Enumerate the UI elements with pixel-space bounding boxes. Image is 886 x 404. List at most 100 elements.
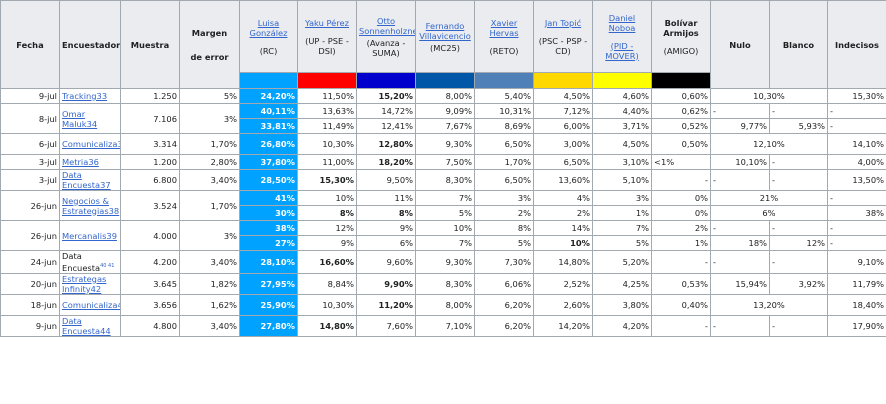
pollster-link[interactable]: Comunicaliza43	[62, 299, 120, 310]
pollster-cell: Estrategas Infinity42	[59, 272, 121, 295]
candidate-value: 0,50%	[651, 133, 711, 155]
candidate-value: 9,50%	[356, 169, 416, 191]
pollster-link[interactable]: Estrategas Infinity42	[62, 273, 107, 294]
indecisos-value: 11,79%	[827, 272, 886, 295]
candidate-value: 10,30%	[297, 293, 357, 316]
candidate-value: 3,00%	[533, 133, 593, 155]
pollster-cell: Metria36	[59, 154, 121, 170]
pollster-link[interactable]: Data Encuesta37	[62, 170, 111, 190]
table-row: 20-jun Estrategas Infinity42 3.645 1,82% 27,…	[0, 272, 886, 295]
pollster-link[interactable]: Comunicaliza35	[62, 139, 120, 149]
candidate-party: (AMIGO)	[663, 45, 699, 56]
candidate-value: 13,60%	[533, 169, 593, 191]
margin-of-error: 1,70%	[179, 133, 240, 155]
candidate-name-link[interactable]: Xavier Hervas	[489, 17, 519, 38]
margin-of-error: 1,70%	[179, 190, 240, 221]
pollster-link[interactable]: Tracking33	[62, 91, 108, 101]
table-row: 9-jun Data Encuesta44 4.800 3,40% 27,80% 14,8…	[0, 314, 886, 337]
indecisos-value: 14,10%	[827, 133, 886, 155]
candidate-value: 7,10%	[415, 314, 475, 337]
candidate-value: 11,20%	[356, 293, 416, 316]
extra-value: -	[710, 103, 770, 119]
candidate-value: 2,60%	[533, 293, 593, 316]
candidate-value: 15,20%	[356, 88, 416, 104]
extra-value: 5,93%	[769, 118, 828, 134]
extra-value: 9,77%	[710, 118, 770, 134]
margin-of-error: 3,40%	[179, 169, 240, 191]
candidate-header: Luisa González (RC)	[239, 0, 298, 73]
sample-size: 3.645	[120, 272, 180, 295]
candidate-party: (RC)	[259, 45, 278, 56]
blanco-value: -	[769, 154, 828, 170]
candidate-value: 7%	[415, 190, 475, 206]
sample-size: 4.000	[120, 220, 180, 251]
sample-size: 7.106	[120, 103, 180, 134]
candidate-value: 2%	[651, 220, 711, 236]
candidate-value: 5%	[592, 235, 652, 251]
candidate-value: 9,30%	[415, 250, 475, 274]
candidate-value: 14,72%	[356, 103, 416, 119]
party-color-swatch	[239, 72, 298, 89]
citation-link[interactable]: 40 41	[100, 263, 115, 269]
header-blanco: Blanco	[769, 0, 828, 89]
candidate-name-link[interactable]: Jan Topić	[544, 17, 582, 28]
blanco-value: -	[769, 250, 828, 274]
candidate-name-link[interactable]: Daniel Noboa	[608, 12, 636, 33]
lead-value: 33,81%	[239, 118, 298, 134]
party-color-swatch	[533, 72, 593, 89]
candidate-header: Bolívar Armijos (AMIGO)	[651, 0, 711, 73]
lead-value: 40,11%	[239, 103, 298, 119]
pollster-link[interactable]: Data Encuesta44	[62, 315, 111, 336]
candidate-value: 9%	[356, 220, 416, 236]
candidate-value: 6,06%	[474, 272, 534, 295]
blanco-value: 3,92%	[769, 272, 828, 295]
pollster-link[interactable]: Mercanalis39	[62, 230, 117, 241]
poll-date: 6-jul	[0, 133, 60, 155]
candidate-value: 11,00%	[297, 154, 357, 170]
candidate-name-link[interactable]: Luisa González	[249, 17, 288, 38]
pollster-cell: Data Encuesta44	[59, 314, 121, 337]
extra-value: -	[827, 235, 886, 251]
nulo-value: -	[710, 250, 770, 274]
candidate-value: 9,90%	[356, 272, 416, 295]
header-margen-line2: de error	[190, 51, 229, 62]
party-color-swatch	[592, 72, 652, 89]
candidate-value: 4,40%	[592, 103, 652, 119]
candidate-value: 4,25%	[592, 272, 652, 295]
margin-of-error: 1,62%	[179, 293, 240, 316]
candidate-name-link[interactable]: Otto Sonnenholzner	[359, 15, 416, 36]
candidate-value: 11,49%	[297, 118, 357, 134]
candidate-party-link[interactable]: (PID - MOVER)	[605, 40, 639, 61]
pollster-cell: Comunicaliza35	[59, 133, 121, 155]
candidate-name-link[interactable]: Yaku Pérez	[305, 17, 349, 28]
sample-size: 6.800	[120, 169, 180, 191]
candidate-value: 11,50%	[297, 88, 357, 104]
candidate-value: 2,52%	[533, 272, 593, 295]
lead-value: 25,90%	[239, 293, 298, 316]
candidate-value: -	[651, 250, 711, 274]
indecisos-value: 18,40%	[827, 293, 886, 316]
pollster-link[interactable]: Negocios & Estrategias38	[62, 195, 120, 216]
candidate-value: 6,50%	[474, 169, 534, 191]
header-margen-line1: Margen	[191, 27, 228, 38]
candidate-value: 3,71%	[592, 118, 652, 134]
indecisos-value: 13,50%	[827, 169, 886, 191]
table-row: 26-jun Mercanalis39 4.000 3% 38% 12% 9% 10% 8% 14…	[0, 220, 886, 251]
candidate-value: 5,40%	[474, 88, 534, 104]
sample-size: 4.800	[120, 314, 180, 337]
candidate-value: 3,80%	[592, 293, 652, 316]
table-row: 27% 9% 6% 7% 5% 10% 5% 1% 18% 12% -	[1, 235, 886, 251]
candidate-value: 0%	[651, 190, 711, 206]
indecisos-value: 4,00%	[827, 154, 886, 170]
pollster-link[interactable]: Omar Maluk34	[62, 108, 98, 129]
pollster-cell: Negocios & Estrategias38	[59, 190, 121, 221]
indecisos-value: 9,10%	[827, 250, 886, 274]
pollster-link[interactable]: Metria36	[62, 157, 99, 167]
candidate-value: 15,30%	[297, 169, 357, 191]
nulo-value: 15,94%	[710, 272, 770, 295]
nulo-value: -	[710, 314, 770, 337]
candidate-name-link[interactable]: Fernando Villavicencio	[419, 20, 471, 41]
candidate-value: 14,20%	[533, 314, 593, 337]
margin-of-error: 2,80%	[179, 154, 240, 170]
candidate-value: 10%	[297, 190, 357, 206]
